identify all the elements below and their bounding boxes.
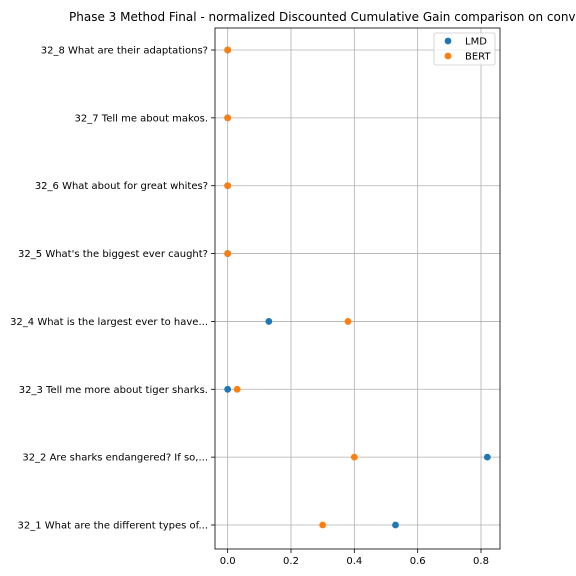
data-point-bert (233, 385, 241, 393)
y-tick-label: 32_2 Are sharks endangered? If so,... (22, 453, 208, 464)
x-tick-label: 0.4 (346, 556, 362, 567)
x-axis-ticks: 0.0 0.2 0.4 0.6 0.8 (220, 549, 489, 567)
y-tick-label: 32_1 What are the different types of... (18, 521, 208, 532)
y-tick-label: 32_3 Tell me more about tiger sharks. (19, 385, 208, 396)
data-point-bert (224, 182, 232, 190)
y-tick-label: 32_8 What are their adaptations? (41, 46, 208, 57)
y-tick-label: 32_7 Tell me about makos. (75, 113, 208, 124)
chart-title: Phase 3 Method Final - normalized Discou… (69, 10, 576, 24)
legend-label-lmd: LMD (465, 37, 487, 48)
legend-marker-bert (444, 52, 452, 60)
legend-marker-lmd (444, 37, 452, 45)
x-tick-label: 0.6 (410, 556, 426, 567)
data-point-bert (344, 318, 352, 325)
data-point-lmd (483, 453, 491, 461)
legend: LMD BERT (433, 32, 496, 66)
y-tick-label: 32_4 What is the largest ever to have... (10, 317, 208, 328)
y-tick-label: 32_5 What's the biggest ever caught? (18, 249, 208, 260)
y-axis-ticks: 32_1 What are the different types of... 3… (10, 46, 215, 532)
data-point-lmd (392, 521, 399, 529)
y-tick-label: 32_6 What about for great whites? (35, 181, 208, 192)
x-tick-label: 0.8 (473, 556, 489, 567)
data-point-bert (319, 521, 327, 529)
data-points (224, 46, 491, 529)
data-point-bert (224, 114, 232, 122)
plot-frame (214, 27, 501, 550)
data-point-bert (350, 453, 358, 461)
x-tick-label: 0.2 (283, 556, 299, 567)
data-point-lmd (224, 385, 232, 393)
data-point-lmd (265, 318, 273, 325)
data-point-bert (224, 46, 232, 54)
legend-label-bert: BERT (465, 52, 491, 63)
data-point-bert (224, 250, 232, 257)
grid (215, 28, 500, 549)
x-tick-label: 0.0 (220, 556, 236, 567)
